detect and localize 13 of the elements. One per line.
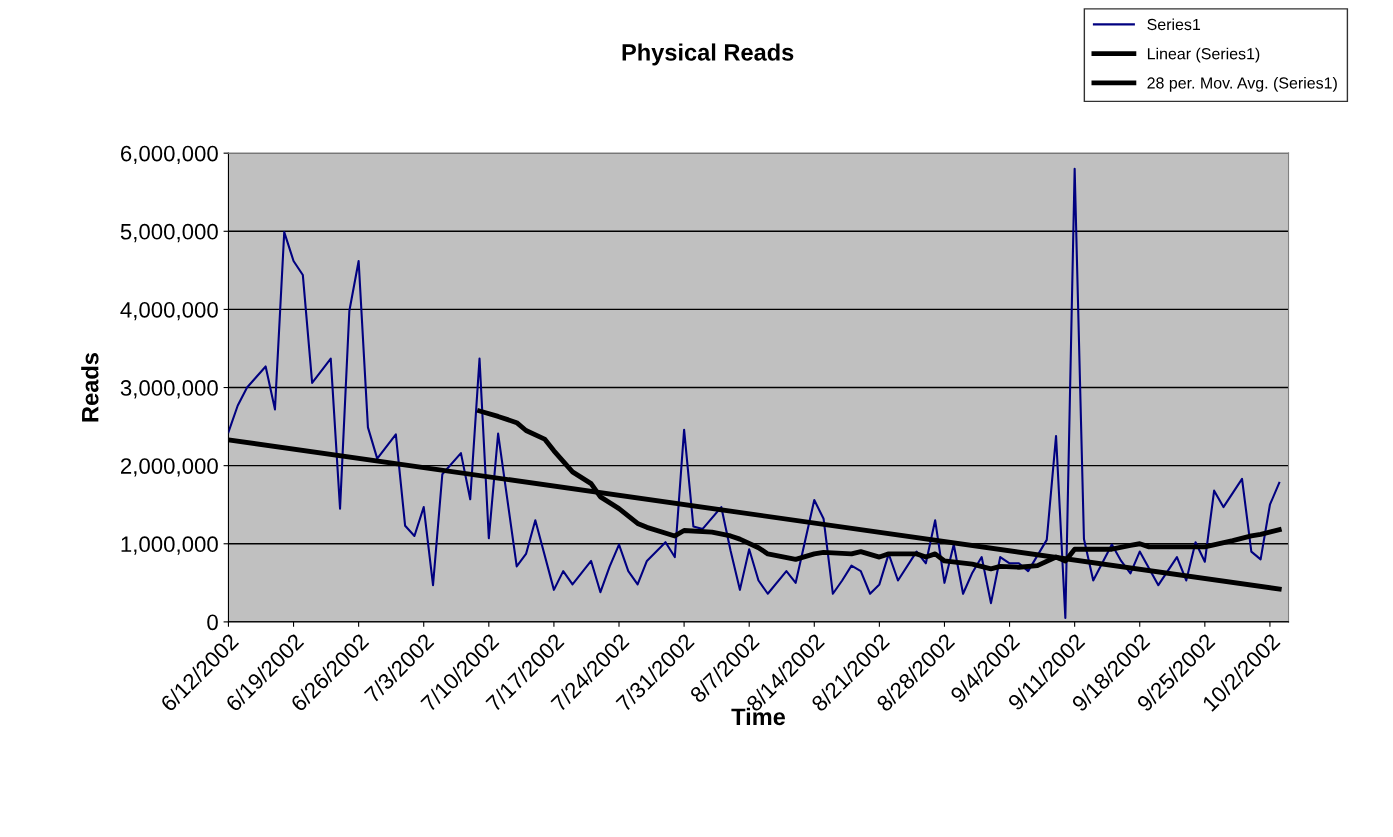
legend-label: 28 per. Mov. Avg. (Series1) [1147, 76, 1337, 92]
y-tick-label: 0 [207, 614, 218, 631]
line-series [228, 167, 1281, 620]
y-tick-label: 4,000,000 [120, 301, 218, 321]
legend-label: Linear (Series1) [1147, 47, 1260, 63]
legend-label: Series1 [1147, 18, 1201, 31]
chart-title: Physical Reads [622, 43, 794, 66]
y-tick-label: 1,000,000 [121, 536, 218, 555]
y-axis-title: Reads [81, 353, 99, 422]
y-tick-label: 6,000,000 [121, 145, 218, 165]
y-tick-label: 2,000,000 [121, 458, 218, 477]
y-tick-label: 3,000,000 [120, 380, 218, 399]
y-tick-label: 5,000,000 [120, 223, 218, 243]
